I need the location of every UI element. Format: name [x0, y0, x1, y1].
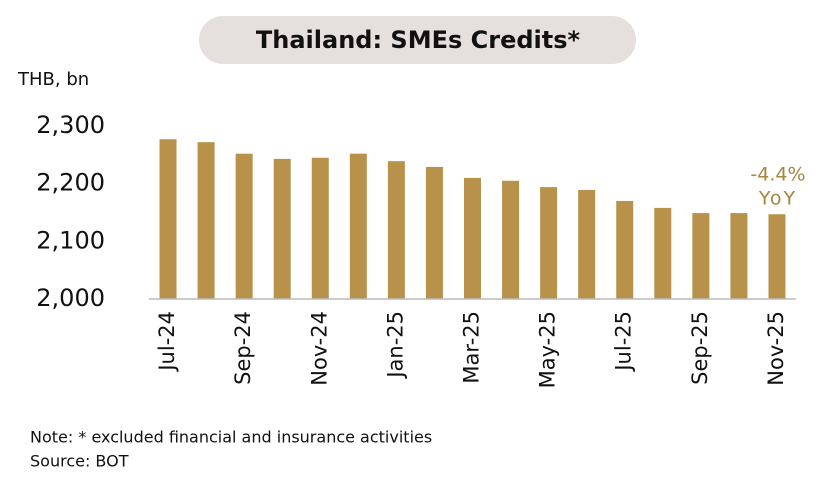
bar: [425, 166, 443, 299]
bar: [464, 177, 481, 299]
bar: [768, 214, 786, 299]
y-tick-label: 2,300: [36, 111, 105, 139]
bar: [311, 157, 329, 299]
x-tick-label: May-25: [536, 311, 560, 388]
bar: [387, 161, 405, 299]
bar: [197, 142, 215, 299]
chart-title: Thailand: SMEs Credits*: [256, 26, 581, 54]
note: Note: * excluded financial and insurance…: [30, 428, 432, 447]
x-tick-label: Nov-24: [307, 311, 331, 386]
x-tick-label: Nov-25: [764, 311, 788, 386]
bar: [502, 180, 520, 299]
bar: [540, 187, 558, 299]
x-tick-label: Jul-25: [612, 311, 636, 373]
bar: [692, 213, 710, 299]
y-tick-label: 2,000: [36, 284, 105, 312]
title-pill: [199, 16, 636, 64]
annotation: YoY: [758, 188, 797, 210]
x-tick-label: Sep-25: [688, 311, 712, 385]
y-axis-label: THB, bn: [17, 69, 89, 90]
bar: [273, 158, 291, 299]
x-tick-label: Jul-24: [155, 311, 179, 373]
y-tick-label: 2,200: [36, 169, 105, 197]
bar: [349, 153, 367, 299]
source: Source: BOT: [30, 452, 129, 471]
y-tick-label: 2,100: [36, 226, 105, 254]
bar: [578, 190, 596, 299]
bar: [159, 139, 177, 299]
bar: [616, 200, 634, 299]
x-tick-label: Jan-25: [383, 311, 407, 380]
x-tick-label: Mar-25: [460, 311, 484, 384]
annotation: -4.4%: [750, 164, 805, 186]
bar: [235, 153, 253, 299]
bar: [730, 213, 748, 299]
bar: [654, 207, 672, 299]
x-tick-label: Sep-24: [231, 311, 255, 385]
